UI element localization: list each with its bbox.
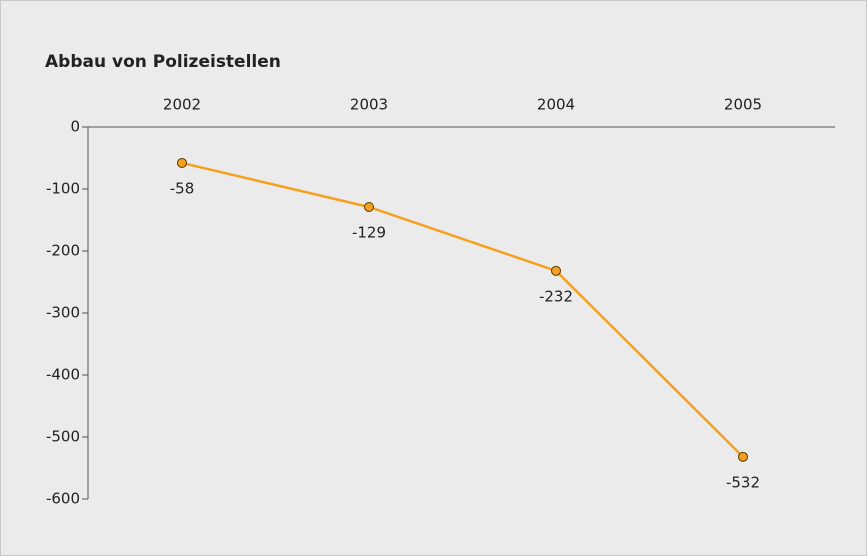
data-point	[364, 201, 374, 212]
data-label: -58	[170, 179, 195, 197]
x-tick-label: 2002	[163, 96, 201, 114]
x-tick-label: 2005	[724, 96, 762, 114]
y-tick-label: 0	[70, 118, 80, 136]
data-point	[177, 157, 187, 168]
series-line	[181, 161, 744, 458]
data-point	[738, 451, 748, 462]
data-label: -232	[539, 287, 573, 305]
y-tick-label: -500	[46, 428, 80, 446]
y-tick-label: -100	[46, 180, 80, 198]
chart-title: Abbau von Polizeistellen	[45, 52, 281, 72]
y-tick-label: -600	[46, 490, 80, 508]
y-tick-label: -200	[46, 242, 80, 260]
data-label: -532	[726, 473, 760, 491]
x-tick-label: 2004	[537, 96, 575, 114]
data-point	[551, 265, 561, 276]
data-label: -129	[352, 223, 386, 241]
y-tick-label: -400	[46, 366, 80, 384]
x-tick-label: 2003	[350, 96, 388, 114]
y-tick-label: -300	[46, 304, 80, 322]
